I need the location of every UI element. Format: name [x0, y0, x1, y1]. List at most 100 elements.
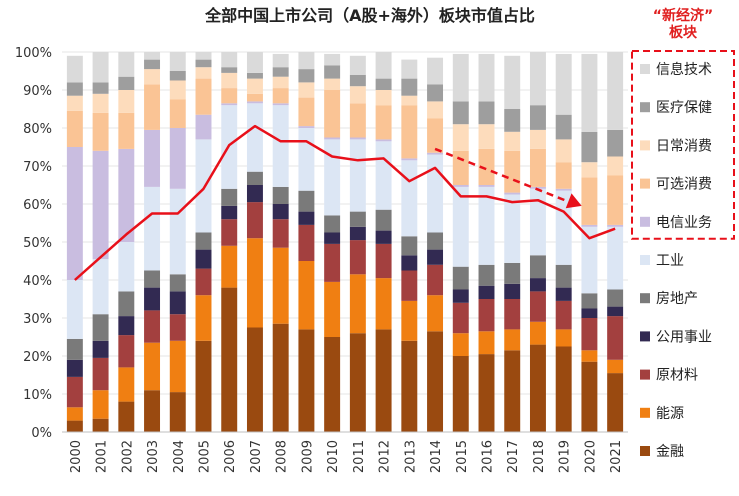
y-tick-label: 90%: [23, 84, 52, 99]
bar-segment-能源: [555, 329, 572, 347]
bar-segment-日常消费: [349, 86, 366, 104]
bar-segment-能源: [607, 359, 624, 374]
bar-segment-可选消费: [427, 118, 444, 153]
legend-swatch-可选消费: [640, 178, 650, 189]
legend-swatch-信息技术: [640, 64, 650, 74]
bar-segment-信息技术: [504, 55, 521, 109]
bar-segment-能源: [452, 333, 469, 356]
bar-segment-信息技术: [478, 53, 495, 102]
bar-segment-能源: [92, 390, 109, 419]
bar-segment-能源: [324, 281, 341, 337]
bar-segment-信息技术: [66, 55, 83, 83]
bar-segment-工业: [607, 226, 624, 290]
bar-segment-电信业务: [607, 224, 624, 227]
decline-arrow-head: [565, 193, 582, 209]
bar-segment-日常消费: [375, 90, 392, 106]
bar-segment-房地产: [272, 186, 289, 204]
bar-segment-房地产: [221, 188, 238, 206]
x-tick-label: 2011: [352, 440, 367, 473]
chart-title: 全部中国上市公司（A股+海外）板块市值占比: [204, 6, 535, 25]
bar-segment-公用事业: [607, 306, 624, 317]
bar-segment-医疗保健: [427, 84, 444, 102]
bar-segment-电信业务: [246, 101, 263, 104]
decline-arrow-line: [434, 147, 573, 205]
bar-segment-能源: [349, 274, 366, 334]
bar-segment-日常消费: [504, 131, 521, 151]
bar-stacks: [66, 52, 624, 432]
x-tick-label: 2000: [69, 440, 84, 473]
bar-segment-电信业务: [427, 152, 444, 155]
bar-segment-能源: [504, 329, 521, 351]
bar-segment-公用事业: [195, 249, 212, 269]
bar-segment-公用事业: [529, 278, 546, 292]
bar-segment-工业: [427, 154, 444, 233]
legend-label-日常消费: 日常消费: [656, 138, 712, 154]
bar-segment-公用事业: [272, 204, 289, 220]
bar-segment-能源: [169, 340, 186, 393]
bar-segment-信息技术: [427, 57, 444, 85]
bar-segment-金融: [246, 327, 263, 432]
bar-segment-医疗保健: [401, 78, 418, 96]
bar-segment-可选消费: [272, 88, 289, 104]
legend-label-工业: 工业: [656, 253, 684, 269]
bar-segment-可选消费: [452, 150, 469, 185]
legend-label-信息技术: 信息技术: [656, 61, 712, 78]
bar-segment-房地产: [504, 262, 521, 284]
bar-segment-工业: [66, 280, 83, 339]
bar-segment-医疗保健: [581, 131, 598, 163]
bar-segment-电信业务: [118, 148, 135, 242]
bar-segment-医疗保健: [555, 114, 572, 140]
trend-line: [74, 124, 616, 281]
bar-stack-2009: [298, 52, 315, 432]
bar-segment-工业: [272, 105, 289, 187]
bar-segment-金融: [169, 392, 186, 432]
bar-segment-工业: [581, 226, 598, 294]
bar-segment-原材料: [504, 299, 521, 330]
legend-label-医疗保健: 医疗保健: [656, 100, 712, 116]
bar-segment-可选消费: [581, 177, 598, 225]
bar-segment-电信业务: [221, 103, 238, 106]
bar-segment-原材料: [607, 316, 624, 360]
bar-segment-房地产: [169, 274, 186, 292]
bar-segment-电信业务: [195, 114, 212, 140]
bar-segment-日常消费: [529, 129, 546, 149]
bar-segment-公用事业: [581, 308, 598, 318]
bar-segment-信息技术: [169, 52, 186, 71]
bar-stack-2010: [324, 53, 341, 432]
bar-segment-日常消费: [298, 82, 315, 98]
bar-segment-电信业务: [92, 150, 109, 260]
bar-segment-日常消费: [144, 69, 161, 85]
x-tick-label: 2002: [120, 440, 135, 473]
bar-segment-金融: [92, 418, 109, 432]
bar-segment-原材料: [118, 335, 135, 368]
bar-segment-工业: [195, 139, 212, 233]
bar-segment-房地产: [324, 215, 341, 233]
new-economy-label: “新经济”: [653, 7, 713, 24]
x-tick-label: 2005: [198, 440, 213, 473]
bar-segment-可选消费: [118, 112, 135, 149]
x-tick-label: 2017: [506, 440, 521, 473]
bar-stack-2015: [452, 53, 469, 432]
new-economy-label: 板块: [669, 24, 698, 41]
x-tick-label: 2010: [326, 440, 341, 473]
bar-segment-医疗保健: [298, 69, 315, 83]
legend-label-可选消费: 可选消费: [656, 177, 712, 193]
bar-segment-电信业务: [272, 103, 289, 106]
bar-stack-2013: [401, 59, 418, 432]
bar-segment-能源: [221, 245, 238, 288]
bar-stack-2020: [581, 53, 598, 432]
bar-segment-医疗保健: [272, 67, 289, 77]
bar-segment-信息技术: [221, 52, 238, 68]
y-tick-label: 40%: [23, 274, 52, 289]
bar-segment-信息技术: [246, 52, 263, 73]
bar-segment-工业: [246, 103, 263, 172]
bar-segment-金融: [298, 329, 315, 432]
x-tick-label: 2013: [403, 440, 418, 473]
bar-segment-日常消费: [66, 95, 83, 111]
bar-segment-公用事业: [452, 289, 469, 303]
bar-segment-金融: [66, 420, 83, 432]
bar-segment-医疗保健: [144, 59, 161, 70]
bar-segment-工业: [144, 186, 161, 271]
